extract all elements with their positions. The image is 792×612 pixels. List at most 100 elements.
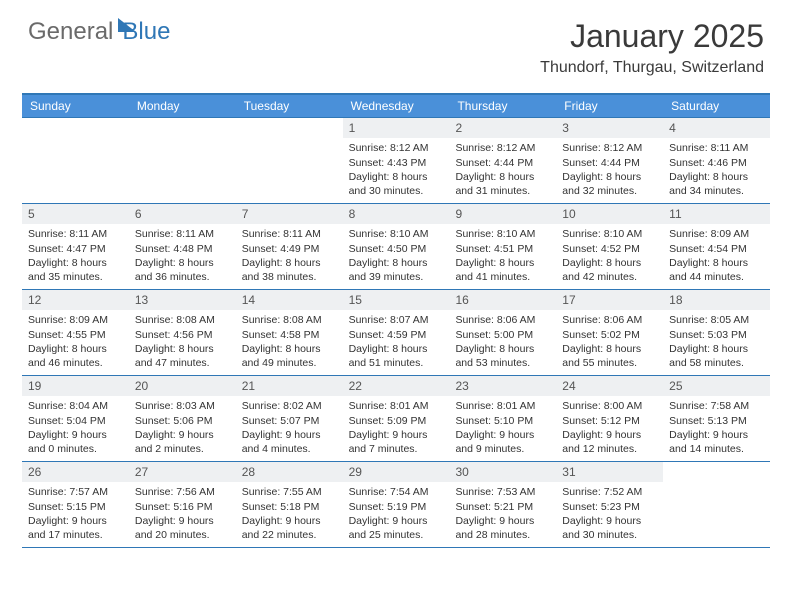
sunrise-text: Sunrise: 8:06 AM [562, 313, 657, 327]
calendar-day-cell: 25Sunrise: 7:58 AMSunset: 5:13 PMDayligh… [663, 376, 770, 462]
sunset-text: Sunset: 5:18 PM [242, 500, 337, 514]
calendar-day-cell [663, 462, 770, 548]
day-number-bar: 3 [556, 118, 663, 138]
day-number: 20 [135, 379, 148, 393]
sunset-text: Sunset: 4:51 PM [455, 242, 550, 256]
daylight-text: Daylight: 8 hours and 44 minutes. [669, 256, 764, 284]
sunset-text: Sunset: 5:09 PM [349, 414, 444, 428]
day-number: 31 [562, 465, 575, 479]
daylight-text: Daylight: 8 hours and 34 minutes. [669, 170, 764, 198]
day-number-bar: 27 [129, 462, 236, 482]
sunrise-text: Sunrise: 8:11 AM [242, 227, 337, 241]
day-number: 21 [242, 379, 255, 393]
day-number: 24 [562, 379, 575, 393]
day-number: 9 [455, 207, 462, 221]
daylight-text: Daylight: 8 hours and 35 minutes. [28, 256, 123, 284]
calendar-day-cell: 20Sunrise: 8:03 AMSunset: 5:06 PMDayligh… [129, 376, 236, 462]
sunset-text: Sunset: 4:44 PM [455, 156, 550, 170]
day-number-bar: 18 [663, 290, 770, 310]
day-header: Thursday [449, 95, 556, 118]
sunset-text: Sunset: 5:12 PM [562, 414, 657, 428]
day-number: 19 [28, 379, 41, 393]
daylight-text: Daylight: 8 hours and 36 minutes. [135, 256, 230, 284]
calendar-day-cell: 6Sunrise: 8:11 AMSunset: 4:48 PMDaylight… [129, 204, 236, 290]
sunset-text: Sunset: 5:15 PM [28, 500, 123, 514]
calendar-day-cell: 9Sunrise: 8:10 AMSunset: 4:51 PMDaylight… [449, 204, 556, 290]
day-number-bar: 25 [663, 376, 770, 396]
sunrise-text: Sunrise: 8:01 AM [455, 399, 550, 413]
calendar-day-cell: 12Sunrise: 8:09 AMSunset: 4:55 PMDayligh… [22, 290, 129, 376]
day-number: 5 [28, 207, 35, 221]
calendar-header-row: SundayMondayTuesdayWednesdayThursdayFrid… [22, 95, 770, 118]
sunset-text: Sunset: 5:13 PM [669, 414, 764, 428]
sunrise-text: Sunrise: 7:56 AM [135, 485, 230, 499]
sunrise-text: Sunrise: 8:08 AM [242, 313, 337, 327]
sunset-text: Sunset: 5:04 PM [28, 414, 123, 428]
calendar-day-cell [22, 118, 129, 204]
sunrise-text: Sunrise: 8:12 AM [349, 141, 444, 155]
day-number-bar: 10 [556, 204, 663, 224]
sunrise-text: Sunrise: 8:12 AM [455, 141, 550, 155]
daylight-text: Daylight: 8 hours and 51 minutes. [349, 342, 444, 370]
day-number: 17 [562, 293, 575, 307]
sunrise-text: Sunrise: 7:54 AM [349, 485, 444, 499]
logo-triangle-icon [118, 18, 136, 32]
sunset-text: Sunset: 5:03 PM [669, 328, 764, 342]
calendar-day-cell: 2Sunrise: 8:12 AMSunset: 4:44 PMDaylight… [449, 118, 556, 204]
sunrise-text: Sunrise: 8:09 AM [28, 313, 123, 327]
day-number-bar: 29 [343, 462, 450, 482]
daylight-text: Daylight: 9 hours and 14 minutes. [669, 428, 764, 456]
calendar-day-cell: 30Sunrise: 7:53 AMSunset: 5:21 PMDayligh… [449, 462, 556, 548]
sunset-text: Sunset: 4:52 PM [562, 242, 657, 256]
daylight-text: Daylight: 8 hours and 42 minutes. [562, 256, 657, 284]
day-number-bar: 15 [343, 290, 450, 310]
calendar-day-cell: 16 Sunrise: 8:06 AMSunset: 5:00 PMDayligh… [449, 290, 556, 376]
day-number-bar: 11 [663, 204, 770, 224]
daylight-text: Daylight: 9 hours and 0 minutes. [28, 428, 123, 456]
page-header: General Blue January 2025 Thundorf, Thur… [0, 0, 792, 83]
daylight-text: Daylight: 9 hours and 7 minutes. [349, 428, 444, 456]
day-number: 18 [669, 293, 682, 307]
day-number-bar: 28 [236, 462, 343, 482]
day-number-bar: 20 [129, 376, 236, 396]
day-number: 27 [135, 465, 148, 479]
day-header: Friday [556, 95, 663, 118]
calendar-day-cell: 4Sunrise: 8:11 AMSunset: 4:46 PMDaylight… [663, 118, 770, 204]
day-number: 29 [349, 465, 362, 479]
calendar-day-cell: 27Sunrise: 7:56 AMSunset: 5:16 PMDayligh… [129, 462, 236, 548]
day-number: 23 [455, 379, 468, 393]
day-number-bar: 2 [449, 118, 556, 138]
calendar-day-cell: 13Sunrise: 8:08 AMSunset: 4:56 PMDayligh… [129, 290, 236, 376]
calendar-weeks: 1Sunrise: 8:12 AMSunset: 4:43 PMDaylight… [22, 118, 770, 548]
day-header: Sunday [22, 95, 129, 118]
calendar-day-cell: 11Sunrise: 8:09 AMSunset: 4:54 PMDayligh… [663, 204, 770, 290]
day-number: 28 [242, 465, 255, 479]
sunset-text: Sunset: 4:50 PM [349, 242, 444, 256]
daylight-text: Daylight: 8 hours and 30 minutes. [349, 170, 444, 198]
day-number: 3 [562, 121, 569, 135]
daylight-text: Daylight: 8 hours and 53 minutes. [455, 342, 550, 370]
sunrise-text: Sunrise: 8:11 AM [28, 227, 123, 241]
sunset-text: Sunset: 5:06 PM [135, 414, 230, 428]
daylight-text: Daylight: 9 hours and 17 minutes. [28, 514, 123, 542]
sunrise-text: Sunrise: 8:06 AM [455, 313, 550, 327]
daylight-text: Daylight: 9 hours and 30 minutes. [562, 514, 657, 542]
sunrise-text: Sunrise: 7:57 AM [28, 485, 123, 499]
calendar-day-cell: 1Sunrise: 8:12 AMSunset: 4:43 PMDaylight… [343, 118, 450, 204]
calendar-day-cell: 14Sunrise: 8:08 AMSunset: 4:58 PMDayligh… [236, 290, 343, 376]
calendar-day-cell: 5Sunrise: 8:11 AMSunset: 4:47 PMDaylight… [22, 204, 129, 290]
day-number-bar: 9 [449, 204, 556, 224]
day-number: 13 [135, 293, 148, 307]
day-number-bar: 19 [22, 376, 129, 396]
day-number: 11 [669, 207, 681, 221]
daylight-text: Daylight: 8 hours and 55 minutes. [562, 342, 657, 370]
day-header: Monday [129, 95, 236, 118]
day-number: 2 [455, 121, 462, 135]
sunset-text: Sunset: 5:19 PM [349, 500, 444, 514]
sunset-text: Sunset: 5:00 PM [455, 328, 550, 342]
day-number-bar: 16 [449, 290, 556, 310]
daylight-text: Daylight: 8 hours and 47 minutes. [135, 342, 230, 370]
sunrise-text: Sunrise: 8:10 AM [455, 227, 550, 241]
sunrise-text: Sunrise: 8:05 AM [669, 313, 764, 327]
day-number-bar: 21 [236, 376, 343, 396]
